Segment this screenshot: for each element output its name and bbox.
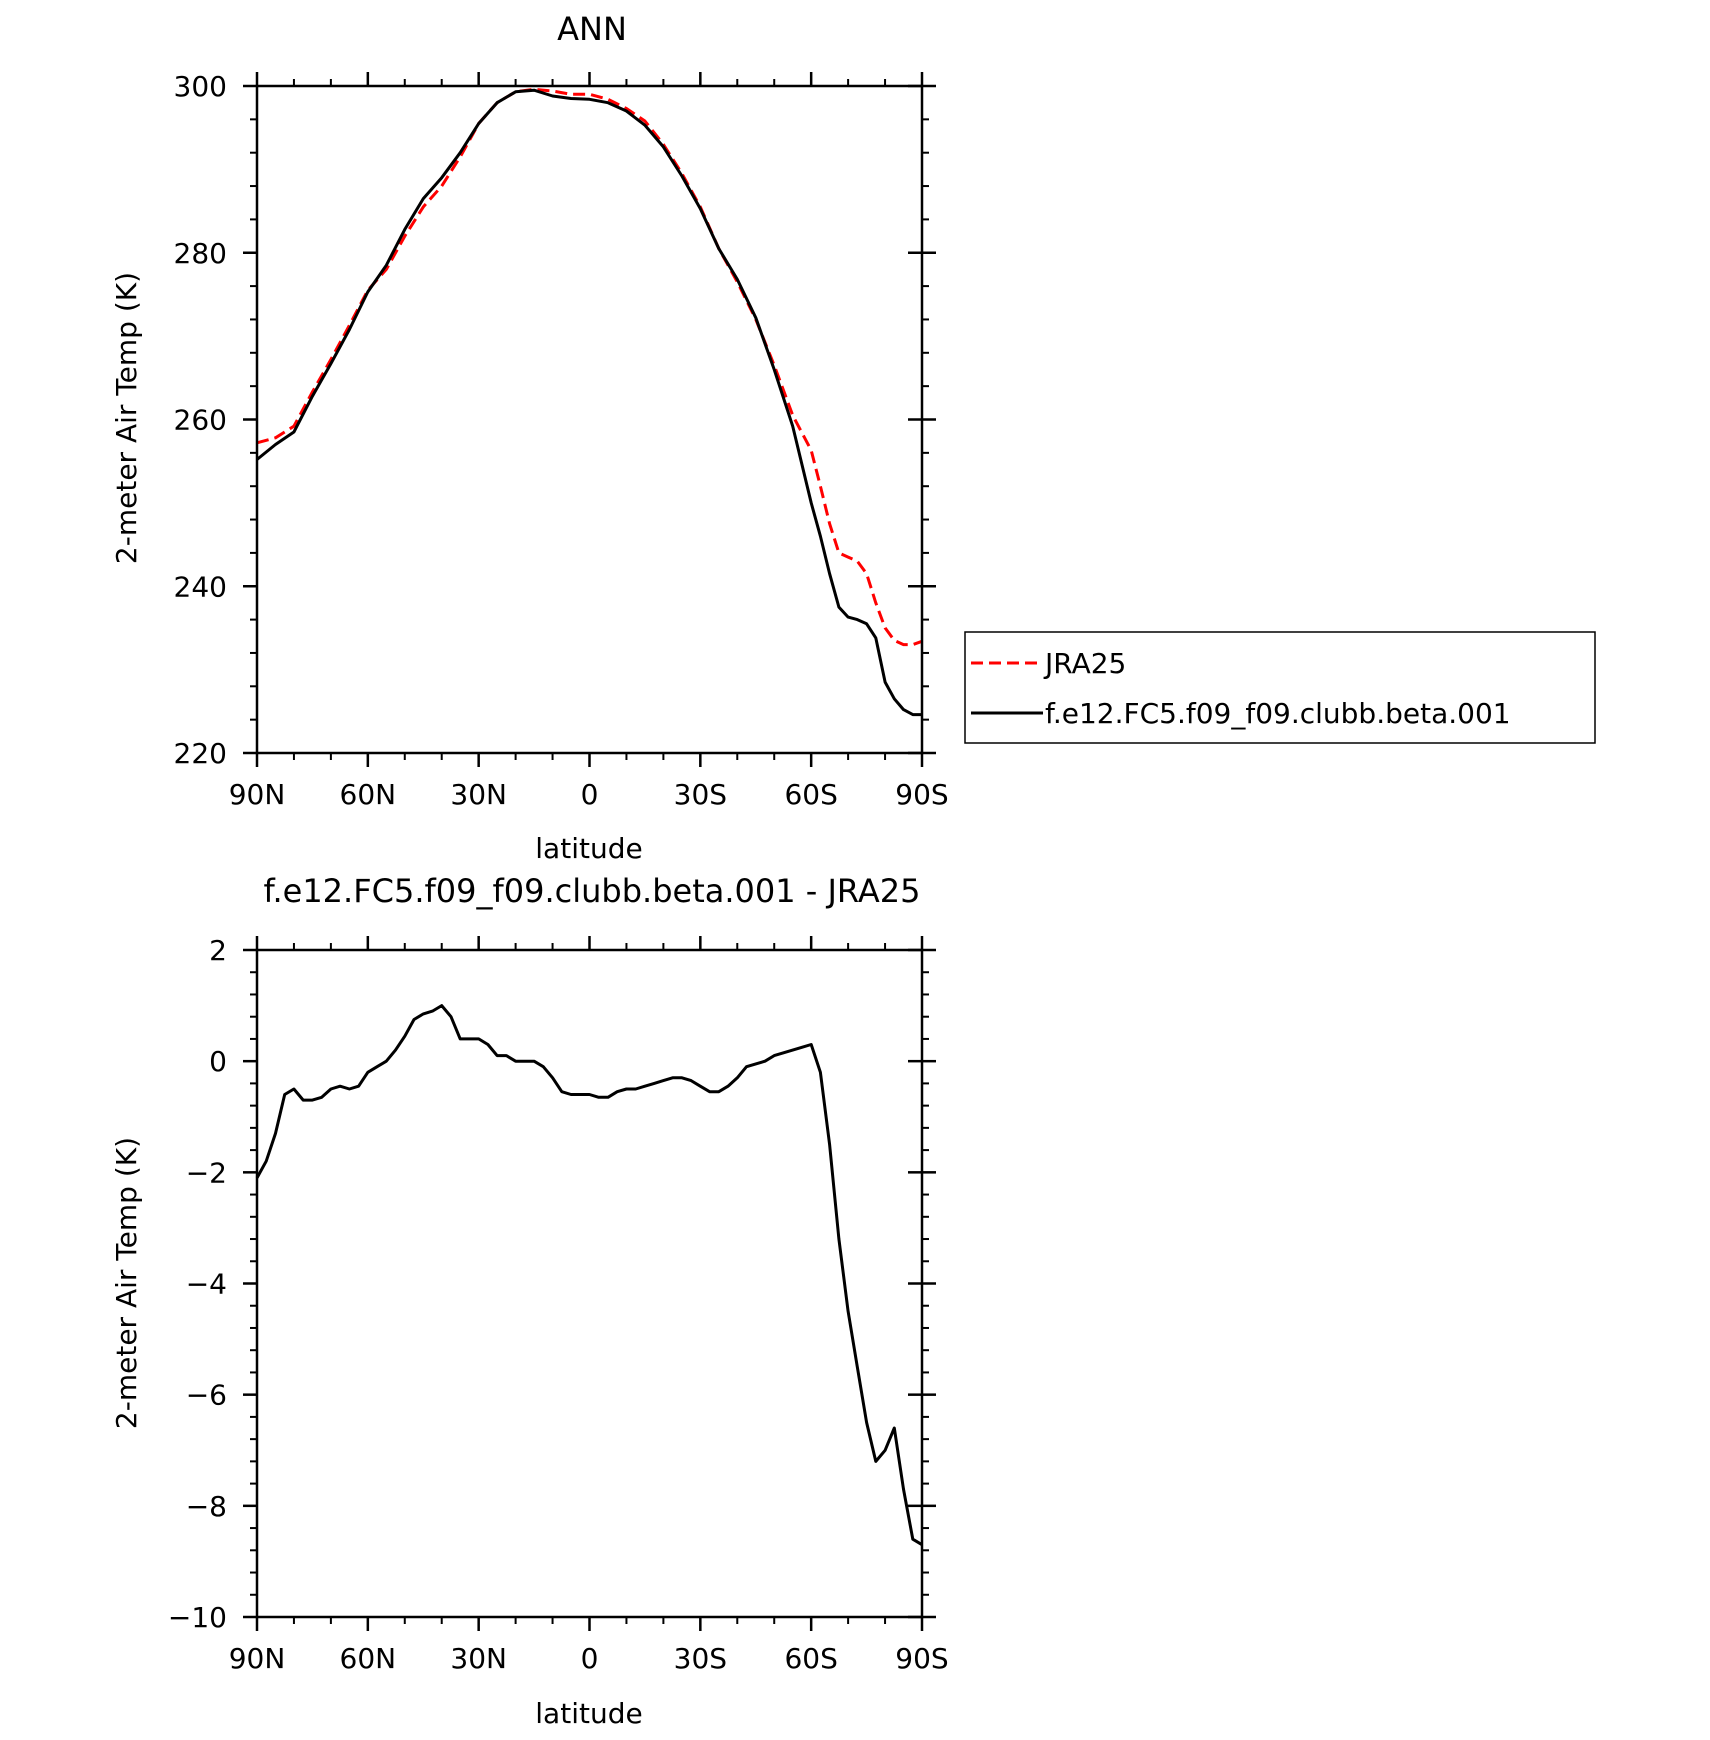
top-x-tick-label: 90N [229, 778, 286, 811]
top-y-tick-label: 280 [174, 237, 227, 270]
top-series-line-0 [256, 87, 923, 647]
bottom-y-tick-label: −8 [186, 1490, 227, 1523]
legend-label-jra25: JRA25 [1043, 647, 1126, 680]
bottom-y-tick-label: −10 [168, 1601, 227, 1634]
bottom-plot-title: f.e12.FC5.f09_f09.clubb.beta.001 - JRA25 [264, 872, 921, 910]
top-ylabel: 2-meter Air Temp (K) [110, 272, 143, 564]
bottom-x-tick-label: 30S [674, 1642, 727, 1675]
top-x-tick-label: 30N [450, 778, 507, 811]
top-plot-frame [255, 84, 924, 755]
bottom-x-tick-label: 60N [340, 1642, 397, 1675]
legend: JRA25 f.e12.FC5.f09_f09.clubb.beta.001 [964, 631, 1596, 744]
bottom-xlabel: latitude [535, 1697, 642, 1730]
top-x-tick-label: 30S [674, 778, 727, 811]
bottom-ylabel: 2-meter Air Temp (K) [110, 1137, 143, 1429]
bottom-x-tick-label: 30N [450, 1642, 507, 1675]
bottom-x-tick-label: 90N [229, 1642, 286, 1675]
bottom-y-tick-label: −2 [186, 1156, 227, 1189]
bottom-y-tick-label: 0 [209, 1045, 227, 1078]
bottom-x-tick-label: 0 [581, 1642, 599, 1675]
top-x-tick-label: 60N [340, 778, 397, 811]
bottom-x-tick-label: 90S [895, 1642, 948, 1675]
legend-label-model: f.e12.FC5.f09_f09.clubb.beta.001 [1045, 697, 1511, 730]
top-x-tick-label: 0 [581, 778, 599, 811]
top-y-tick-label: 300 [174, 70, 227, 103]
top-y-tick-label: 240 [174, 570, 227, 603]
top-y-tick-label: 220 [174, 737, 227, 770]
top-y-tick-label: 260 [174, 404, 227, 437]
bottom-panel: f.e12.FC5.f09_f09.clubb.beta.001 - JRA25… [110, 872, 949, 1730]
top-x-tick-label: 60S [784, 778, 837, 811]
top-x-tick-label: 90S [895, 778, 948, 811]
bottom-plot-frame [255, 948, 924, 1619]
legend-box [964, 631, 1596, 744]
bottom-y-tick-label: 2 [209, 934, 227, 967]
bottom-y-tick-label: −4 [186, 1268, 227, 1301]
top-panel: ANN 90N 60N 30N 0 30S 60S 90S 220 240 260 280 300 2… [110, 10, 949, 865]
bottom-series-line-0 [255, 1004, 923, 1546]
top-series-line-1 [256, 88, 922, 717]
top-plot-title: ANN [557, 10, 627, 48]
top-xlabel: latitude [535, 832, 642, 865]
bottom-y-tick-label: −6 [186, 1379, 227, 1412]
bottom-x-tick-label: 60S [784, 1642, 837, 1675]
